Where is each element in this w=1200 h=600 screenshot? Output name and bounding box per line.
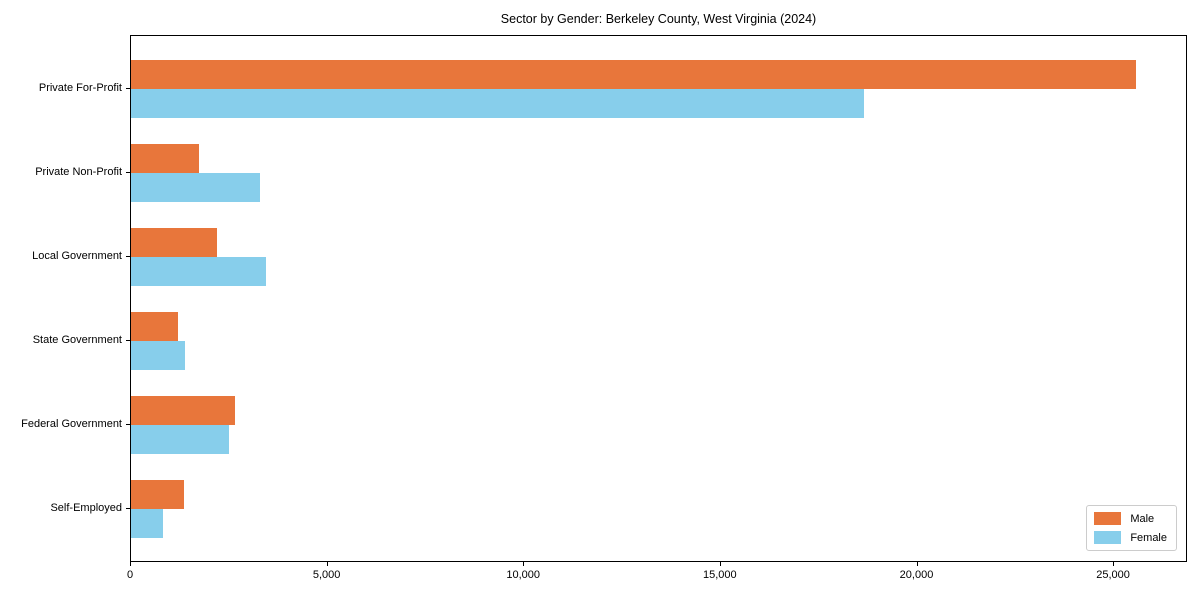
legend-label-male: Male (1130, 512, 1155, 525)
legend-swatch-male (1094, 512, 1122, 525)
y-tick-federal-government (126, 424, 130, 425)
bar-female-self-employed (131, 509, 163, 538)
bar-female-state-government (131, 341, 186, 370)
bar-female-private-for-profit (131, 89, 864, 118)
bar-male-self-employed (131, 480, 185, 509)
x-tick-label-0: 0 (126, 569, 134, 581)
x-tick-25,000 (1113, 562, 1115, 566)
y-tick-label-private-non-profit: Private Non-Profit (35, 166, 122, 178)
x-tick-10,000 (523, 562, 525, 566)
legend-swatch-female (1094, 531, 1122, 544)
bar-female-federal-government (131, 425, 229, 454)
bar-male-local-government (131, 228, 218, 257)
bar-male-state-government (131, 312, 178, 341)
y-tick-private-non-profit (126, 172, 130, 173)
legend-item-female: Female (1094, 531, 1167, 544)
bar-male-private-non-profit (131, 144, 199, 173)
x-tick-0 (130, 562, 131, 566)
x-tick-15,000 (719, 562, 721, 566)
x-tick-label-15,000: 15,000 (702, 569, 737, 581)
plot-area: Male Female (130, 35, 1187, 562)
y-tick-private-for-profit (126, 88, 130, 89)
y-tick-label-private-for-profit: Private For-Profit (38, 82, 122, 94)
x-tick-20,000 (916, 562, 918, 566)
bar-male-private-for-profit (131, 60, 1137, 89)
y-tick-state-government (126, 340, 130, 341)
x-tick-label-5,000: 5,000 (312, 569, 341, 581)
y-tick-label-self-employed: Self-Employed (50, 502, 122, 514)
bar-female-private-non-profit (131, 173, 261, 202)
y-tick-local-government (126, 256, 130, 257)
y-tick-label-local-government: Local Government (32, 250, 122, 262)
y-tick-self-employed (126, 508, 130, 509)
bar-male-federal-government (131, 396, 236, 425)
legend: Male Female (1086, 505, 1177, 551)
x-tick-label-25,000: 25,000 (1096, 569, 1130, 581)
x-tick-label-20,000: 20,000 (899, 569, 934, 581)
legend-item-male: Male (1094, 512, 1167, 525)
y-tick-label-state-government: State Government (32, 334, 122, 346)
chart-title: Sector by Gender: Berkeley County, West … (500, 12, 817, 26)
x-tick-5,000 (326, 562, 328, 566)
bar-female-local-government (131, 257, 267, 286)
legend-label-female: Female (1130, 531, 1167, 544)
y-tick-label-federal-government: Federal Government (21, 418, 122, 430)
x-tick-label-10,000: 10,000 (506, 569, 541, 581)
